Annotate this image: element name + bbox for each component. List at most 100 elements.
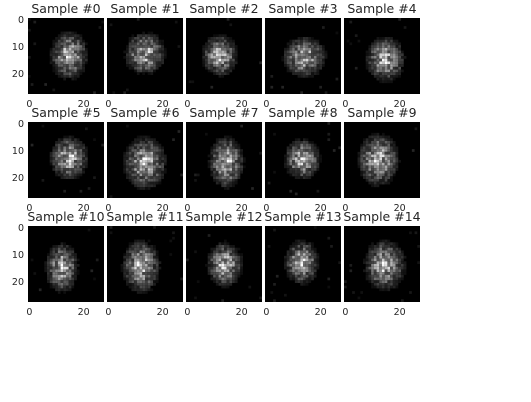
pixel xyxy=(308,266,312,270)
pixel xyxy=(392,66,396,70)
pixel xyxy=(161,50,164,54)
pixel xyxy=(297,53,301,56)
pixel xyxy=(136,154,140,158)
pixel xyxy=(210,151,214,155)
pixel xyxy=(49,269,53,273)
pixel xyxy=(300,168,303,171)
pixel xyxy=(218,66,222,70)
pixel xyxy=(207,47,211,51)
pixel xyxy=(303,176,306,179)
pixel xyxy=(316,45,320,48)
pixel xyxy=(376,266,380,270)
pixel xyxy=(292,64,295,67)
pixel xyxy=(155,181,159,185)
pixel xyxy=(221,149,224,152)
pixel xyxy=(316,255,320,259)
pixel xyxy=(136,151,140,155)
pixel xyxy=(289,53,293,56)
pixel xyxy=(63,160,66,163)
pixel xyxy=(224,274,227,278)
pixel xyxy=(134,255,137,259)
pixel xyxy=(161,165,164,169)
pixel xyxy=(313,266,317,270)
pixel xyxy=(338,146,341,150)
pixel xyxy=(392,173,396,177)
subplot-8: Sample #80 20 xyxy=(263,105,341,214)
pixel xyxy=(398,75,401,78)
pixel xyxy=(82,146,85,150)
pixel xyxy=(191,80,195,84)
pixel xyxy=(384,176,388,179)
pixel xyxy=(68,39,72,43)
pixel xyxy=(28,56,31,59)
pixel xyxy=(371,283,374,286)
pixel xyxy=(153,247,156,251)
pixel xyxy=(128,173,132,177)
subplot-title: Sample #6 xyxy=(110,105,179,120)
pixel xyxy=(63,274,66,278)
pixel xyxy=(229,264,233,267)
pixel xyxy=(234,253,238,256)
pixel xyxy=(68,45,72,48)
pixel xyxy=(66,58,69,62)
pixel xyxy=(392,168,396,171)
pixel xyxy=(164,50,167,54)
pixel xyxy=(305,138,309,141)
pixel xyxy=(292,160,295,163)
pixel xyxy=(128,168,132,171)
pixel xyxy=(66,160,69,163)
pixel xyxy=(71,138,75,141)
pixel xyxy=(120,266,124,270)
subplot-11: Sample #110 20 xyxy=(105,209,183,318)
pixel xyxy=(79,154,83,158)
pixel xyxy=(229,253,233,256)
pixel xyxy=(232,266,235,270)
pixel xyxy=(395,255,399,259)
pixel xyxy=(390,264,393,267)
pixel xyxy=(240,157,243,160)
pixel xyxy=(63,288,66,292)
pixel xyxy=(164,56,167,59)
pixel xyxy=(139,255,143,259)
pixel xyxy=(134,141,137,144)
pixel xyxy=(57,165,61,169)
pixel xyxy=(145,250,148,254)
pixel xyxy=(68,56,72,59)
pixel xyxy=(284,160,287,163)
pixel xyxy=(221,184,224,188)
pixel xyxy=(128,58,132,62)
pixel xyxy=(74,266,77,270)
pixel xyxy=(303,277,306,281)
pixel xyxy=(145,168,148,171)
pixel xyxy=(131,143,135,147)
pixel xyxy=(52,146,56,150)
pixel xyxy=(47,255,50,259)
pixel xyxy=(161,168,164,171)
pixel xyxy=(126,149,129,152)
pixel xyxy=(365,168,369,171)
pixel xyxy=(226,135,230,139)
pixel xyxy=(68,75,72,78)
pixel xyxy=(308,75,312,78)
pixel xyxy=(338,261,341,264)
pixel xyxy=(57,64,61,67)
pixel xyxy=(131,258,135,262)
pixel xyxy=(158,154,162,158)
pixel xyxy=(150,250,154,254)
pixel xyxy=(213,56,216,59)
pixel xyxy=(303,269,306,273)
pixel xyxy=(234,176,238,179)
pixel xyxy=(305,264,309,267)
pixel xyxy=(221,261,224,264)
pixel xyxy=(150,45,154,48)
pixel xyxy=(387,242,391,245)
pixel xyxy=(303,245,306,248)
pixel xyxy=(387,165,391,169)
pixel xyxy=(382,176,385,179)
pixel xyxy=(55,56,58,59)
pixel xyxy=(142,176,145,179)
pixel xyxy=(398,274,401,278)
pixel xyxy=(384,77,388,81)
pixel xyxy=(150,66,154,70)
pixel xyxy=(215,258,219,262)
